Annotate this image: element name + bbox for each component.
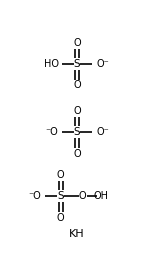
Text: O: O — [73, 81, 81, 91]
Text: O: O — [57, 213, 64, 223]
Text: O: O — [73, 149, 81, 159]
Text: OH: OH — [94, 191, 109, 201]
Text: S: S — [74, 127, 80, 137]
Text: KH: KH — [69, 229, 85, 239]
Text: O⁻: O⁻ — [96, 59, 109, 69]
Text: ⁻O: ⁻O — [45, 127, 58, 137]
Text: O: O — [57, 170, 64, 180]
Text: S: S — [74, 59, 80, 69]
Text: ⁻O: ⁻O — [29, 191, 41, 201]
Text: O: O — [73, 38, 81, 48]
Text: O: O — [73, 106, 81, 116]
Text: O: O — [79, 191, 87, 201]
Text: S: S — [57, 191, 64, 201]
Text: O⁻: O⁻ — [96, 127, 109, 137]
Text: HO: HO — [44, 59, 59, 69]
